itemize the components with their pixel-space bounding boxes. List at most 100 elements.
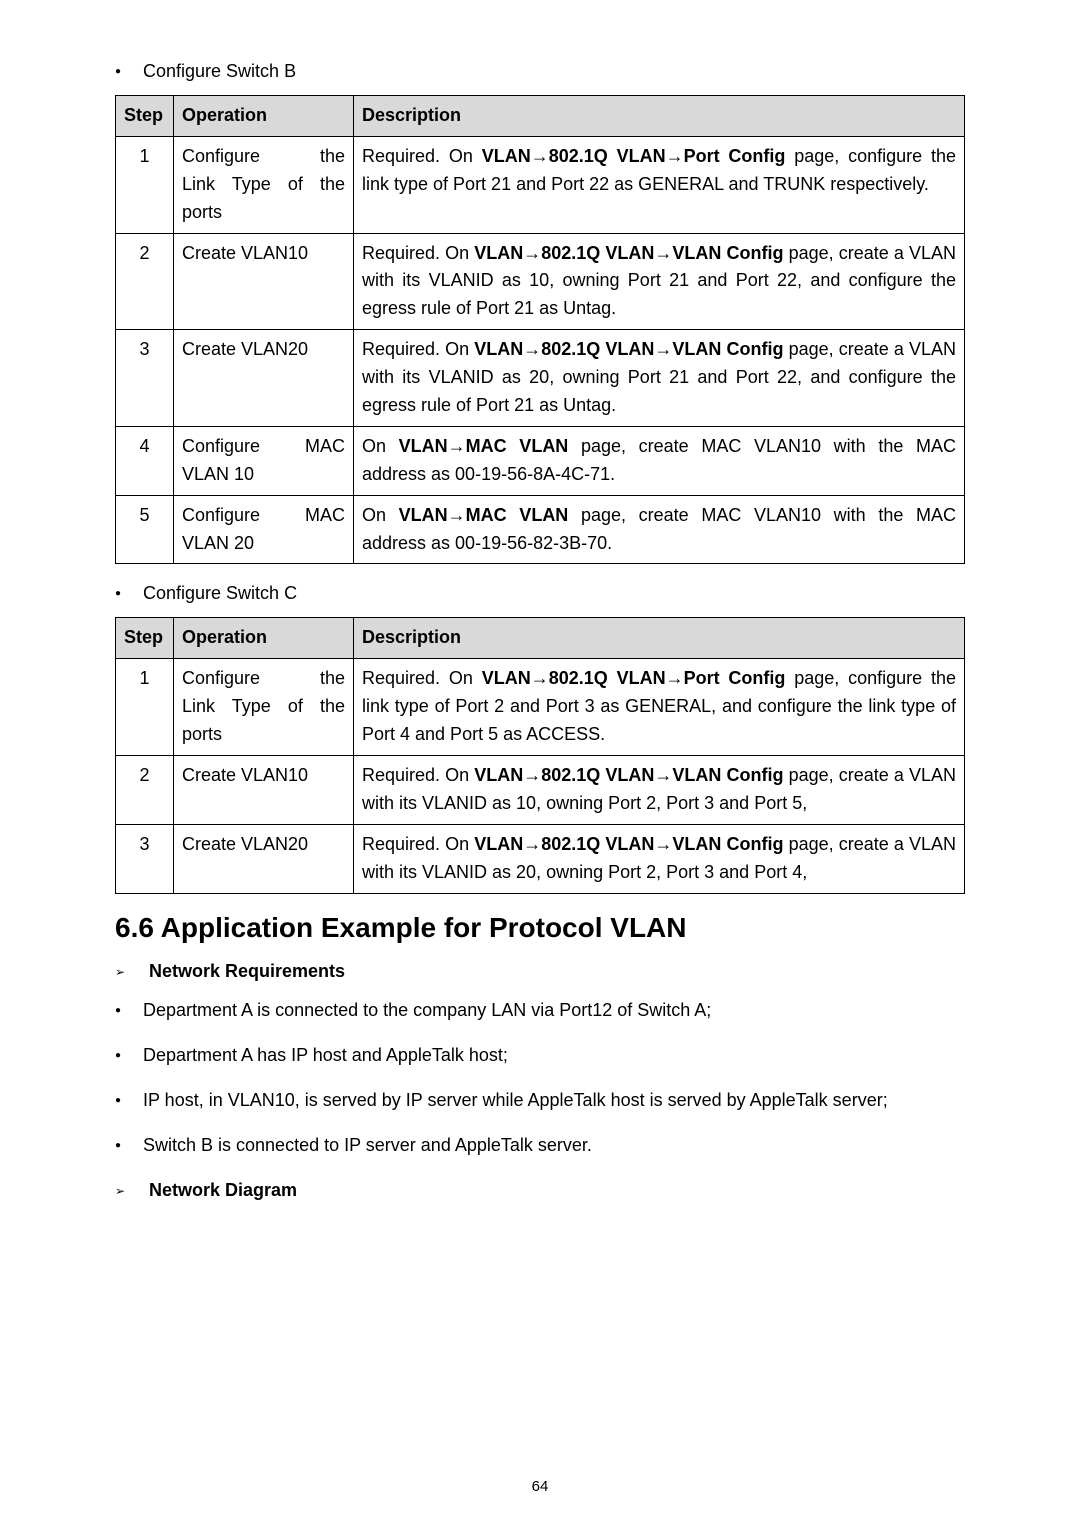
desc-text: Required. On xyxy=(362,668,482,688)
op-word: Configure xyxy=(182,433,260,461)
cell-description: Required. On VLAN→802.1Q VLAN→VLAN Confi… xyxy=(354,233,965,330)
requirements-list: Department A is connected to the company… xyxy=(115,997,965,1159)
bullet-configure-switch-c: Configure Switch C xyxy=(115,580,965,607)
cell-step: 5 xyxy=(116,495,174,564)
op-word: MAC xyxy=(305,433,345,461)
desc-bold: VLAN→802.1Q VLAN→Port Config xyxy=(482,146,786,166)
desc-text: Required. On xyxy=(362,146,482,166)
list-text: Department A has IP host and AppleTalk h… xyxy=(143,1042,508,1069)
bullet-text: Configure Switch B xyxy=(143,58,296,85)
desc-text: Required. On xyxy=(362,339,474,359)
list-item: Department A has IP host and AppleTalk h… xyxy=(115,1042,965,1069)
cell-description: On VLAN→MAC VLAN page, create MAC VLAN10… xyxy=(354,426,965,495)
page-number: 64 xyxy=(0,1478,1080,1495)
op-word: the xyxy=(320,665,345,693)
cell-step: 1 xyxy=(116,659,174,756)
cell-description: Required. On VLAN→802.1Q VLAN→Port Confi… xyxy=(354,136,965,233)
subheading-text: Network Diagram xyxy=(149,1177,297,1204)
subheading-text: Network Requirements xyxy=(149,958,345,985)
cell-operation: Create VLAN20 xyxy=(174,330,354,427)
cell-step: 2 xyxy=(116,756,174,825)
th-step: Step xyxy=(116,618,174,659)
th-description: Description xyxy=(354,618,965,659)
op-word: Configure xyxy=(182,143,260,171)
desc-bold: VLAN→802.1Q VLAN→VLAN Config xyxy=(474,765,783,785)
table-row: 3 Create VLAN20 Required. On VLAN→802.1Q… xyxy=(116,824,965,893)
th-operation: Operation xyxy=(174,618,354,659)
bullet-dot-icon xyxy=(115,1087,143,1114)
triangle-icon: ➢ xyxy=(115,1182,149,1200)
cell-operation: Configure MAC VLAN 10 xyxy=(174,426,354,495)
bullet-text: Configure Switch C xyxy=(143,580,297,607)
cell-step: 3 xyxy=(116,330,174,427)
table-row: 5 Configure MAC VLAN 20 On VLAN→MAC VLAN… xyxy=(116,495,965,564)
bullet-dot-icon xyxy=(115,1042,143,1069)
list-item: Switch B is connected to IP server and A… xyxy=(115,1132,965,1159)
desc-bold: VLAN→MAC VLAN xyxy=(399,436,569,456)
table-switch-c: Step Operation Description 1 Configure t… xyxy=(115,617,965,893)
list-text: IP host, in VLAN10, is served by IP serv… xyxy=(143,1087,888,1114)
table-header-row: Step Operation Description xyxy=(116,618,965,659)
op-line: Link Type of the xyxy=(182,696,345,716)
triangle-icon: ➢ xyxy=(115,963,149,981)
desc-text: Required. On xyxy=(362,834,474,854)
table-row: 2 Create VLAN10 Required. On VLAN→802.1Q… xyxy=(116,756,965,825)
table-header-row: Step Operation Description xyxy=(116,96,965,137)
desc-bold: VLAN→802.1Q VLAN→VLAN Config xyxy=(474,339,783,359)
subheading-network-requirements: ➢ Network Requirements xyxy=(115,958,965,985)
list-item: Department A is connected to the company… xyxy=(115,997,965,1024)
cell-operation: Configure the Link Type of the ports xyxy=(174,136,354,233)
desc-bold: VLAN→802.1Q VLAN→VLAN Config xyxy=(474,834,783,854)
table-row: 4 Configure MAC VLAN 10 On VLAN→MAC VLAN… xyxy=(116,426,965,495)
cell-step: 1 xyxy=(116,136,174,233)
desc-text: On xyxy=(362,505,399,525)
th-description: Description xyxy=(354,96,965,137)
op-line: VLAN 20 xyxy=(182,530,254,558)
cell-step: 4 xyxy=(116,426,174,495)
cell-description: Required. On VLAN→802.1Q VLAN→VLAN Confi… xyxy=(354,824,965,893)
cell-step: 3 xyxy=(116,824,174,893)
table-row: 3 Create VLAN20 Required. On VLAN→802.1Q… xyxy=(116,330,965,427)
bullet-dot-icon xyxy=(115,58,143,85)
cell-operation: Configure MAC VLAN 20 xyxy=(174,495,354,564)
cell-operation: Configure the Link Type of the ports xyxy=(174,659,354,756)
cell-step: 2 xyxy=(116,233,174,330)
subheading-network-diagram: ➢ Network Diagram xyxy=(115,1177,965,1204)
op-line: ports xyxy=(182,199,222,227)
desc-bold: VLAN→MAC VLAN xyxy=(399,505,569,525)
bullet-configure-switch-b: Configure Switch B xyxy=(115,58,965,85)
table-row: 1 Configure the Link Type of the ports R… xyxy=(116,136,965,233)
cell-description: Required. On VLAN→802.1Q VLAN→Port Confi… xyxy=(354,659,965,756)
table-switch-b: Step Operation Description 1 Configure t… xyxy=(115,95,965,564)
list-item: IP host, in VLAN10, is served by IP serv… xyxy=(115,1087,965,1114)
bullet-dot-icon xyxy=(115,580,143,607)
th-step: Step xyxy=(116,96,174,137)
op-line: ports xyxy=(182,721,222,749)
op-line: VLAN 10 xyxy=(182,461,254,489)
desc-bold: VLAN→802.1Q VLAN→Port Config xyxy=(482,668,786,688)
op-line: Link Type of the xyxy=(182,174,345,194)
cell-description: On VLAN→MAC VLAN page, create MAC VLAN10… xyxy=(354,495,965,564)
bullet-dot-icon xyxy=(115,997,143,1024)
cell-operation: Create VLAN20 xyxy=(174,824,354,893)
op-word: Configure xyxy=(182,502,260,530)
op-word: Configure xyxy=(182,665,260,693)
op-word: MAC xyxy=(305,502,345,530)
document-page: Configure Switch B Step Operation Descri… xyxy=(0,0,1080,1527)
cell-description: Required. On VLAN→802.1Q VLAN→VLAN Confi… xyxy=(354,756,965,825)
table-row: 1 Configure the Link Type of the ports R… xyxy=(116,659,965,756)
desc-text: On xyxy=(362,436,399,456)
cell-operation: Create VLAN10 xyxy=(174,233,354,330)
section-heading: 6.6 Application Example for Protocol VLA… xyxy=(115,912,965,944)
bullet-dot-icon xyxy=(115,1132,143,1159)
desc-bold: VLAN→802.1Q VLAN→VLAN Config xyxy=(474,243,783,263)
cell-description: Required. On VLAN→802.1Q VLAN→VLAN Confi… xyxy=(354,330,965,427)
op-word: the xyxy=(320,143,345,171)
desc-text: Required. On xyxy=(362,243,474,263)
list-text: Department A is connected to the company… xyxy=(143,997,711,1024)
th-operation: Operation xyxy=(174,96,354,137)
list-text: Switch B is connected to IP server and A… xyxy=(143,1132,592,1159)
table-row: 2 Create VLAN10 Required. On VLAN→802.1Q… xyxy=(116,233,965,330)
cell-operation: Create VLAN10 xyxy=(174,756,354,825)
desc-text: Required. On xyxy=(362,765,474,785)
